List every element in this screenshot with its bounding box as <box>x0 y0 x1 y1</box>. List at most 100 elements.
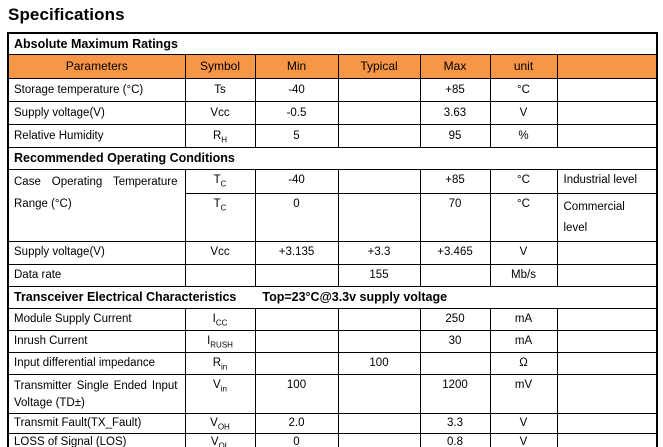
cell-typical <box>337 432 421 447</box>
cell-unit: V <box>489 412 558 434</box>
cell-parameter: LOSS of Signal (LOS) <box>7 432 186 447</box>
cell-parameter: Storage temperature (°C) <box>7 78 186 103</box>
cell-max <box>419 351 491 375</box>
cell-unit: mA <box>489 329 558 353</box>
cell-symbol <box>184 263 256 287</box>
cell-parameter: Transmit Fault(TX_Fault) <box>7 412 186 434</box>
cell-note: Industrial level <box>556 168 658 194</box>
page-title: Specifications <box>8 5 125 24</box>
cell-unit: % <box>489 124 558 149</box>
section-row-transceiver-electrical-characteristics: Transceiver Electrical Characteristics To… <box>7 285 658 309</box>
cell-symbol: IRUSH <box>184 329 256 353</box>
cell-max: 3.3 <box>419 412 491 434</box>
cell-symbol: RH <box>184 124 256 149</box>
section-row-absolute-maximum-ratings: Absolute Maximum Ratings <box>7 32 658 56</box>
cell-parameter: Data rate <box>7 263 186 287</box>
cell-max <box>419 263 491 287</box>
table-row-data-rate: Data rate 155 Mb/s <box>7 263 658 287</box>
cell-note <box>556 240 658 265</box>
cell-min: 0 <box>254 432 339 447</box>
cell-note <box>556 329 658 353</box>
cell-unit: V <box>489 240 558 265</box>
section-title-absolute-maximum-ratings: Absolute Maximum Ratings <box>7 32 658 56</box>
cell-symbol: ICC <box>184 307 256 331</box>
column-header-parameters: Parameters <box>7 54 186 80</box>
cell-min: 2.0 <box>254 412 339 434</box>
cell-max: 70 <box>419 192 491 242</box>
cell-max: +3.465 <box>419 240 491 265</box>
cell-typical <box>337 168 421 194</box>
cell-typical <box>337 329 421 353</box>
cell-note <box>556 263 658 287</box>
cell-unit: mA <box>489 307 558 331</box>
cell-min: -0.5 <box>254 101 339 126</box>
table-row-case-temp-commercial: TC 0 70 °C Commercial level <box>8 192 658 242</box>
table-row-supply-voltage-abs: Supply voltage(V) Vcc -0.5 3.63 V <box>7 101 658 126</box>
column-header-blank <box>556 54 658 80</box>
cell-symbol: TC <box>184 192 256 242</box>
cell-max: 250 <box>419 307 491 331</box>
column-header-max: Max <box>419 54 491 80</box>
cell-note <box>556 78 658 103</box>
cell-symbol: Rin <box>184 351 256 375</box>
cell-min: +3.135 <box>254 240 339 265</box>
cell-min: 100 <box>254 373 339 414</box>
cell-min: -40 <box>254 78 339 103</box>
cell-max: 0.8 <box>419 432 491 447</box>
cell-unit: °C <box>489 192 558 242</box>
cell-parameter: Supply voltage(V) <box>7 101 186 126</box>
specifications-table: Absolute Maximum Ratings Parameters Symb… <box>7 32 659 447</box>
cell-parameter: Module Supply Current <box>7 307 186 331</box>
cell-parameter: Relative Humidity <box>7 124 186 149</box>
section-title-transceiver-electrical-characteristics: Transceiver Electrical Characteristics To… <box>7 285 658 309</box>
cell-typical: 155 <box>337 263 421 287</box>
cell-parameter: Input differential impedance <box>7 351 186 375</box>
table-row-transmit-fault: Transmit Fault(TX_Fault) VOH 2.0 3.3 V <box>7 412 658 434</box>
table-row-module-supply-current: Module Supply Current ICC 250 mA <box>7 307 658 331</box>
cell-symbol: Vin <box>184 373 256 414</box>
cell-typical <box>337 373 421 414</box>
cell-typical <box>337 101 421 126</box>
column-header-typical: Typical <box>337 54 421 80</box>
cell-unit: V <box>489 101 558 126</box>
cell-max: 30 <box>419 329 491 353</box>
cell-min: -40 <box>254 168 339 194</box>
cell-note <box>556 101 658 126</box>
cell-max: +85 <box>419 78 491 103</box>
cell-parameter: Inrush Current <box>7 329 186 353</box>
cell-typical <box>337 124 421 149</box>
cell-min <box>254 351 339 375</box>
cell-unit: °C <box>489 78 558 103</box>
cell-min <box>254 329 339 353</box>
cell-min <box>254 263 339 287</box>
cell-typical: 100 <box>337 351 421 375</box>
cell-symbol: Vcc <box>184 240 256 265</box>
cell-symbol: VOH <box>184 412 256 434</box>
cell-parameter: Case Operating Temperature Range (°C) <box>7 168 186 242</box>
cell-note <box>556 373 658 414</box>
cell-note <box>556 124 658 149</box>
cell-note <box>556 432 658 447</box>
cell-parameter: Transmitter Single Ended Input Voltage (… <box>7 373 186 414</box>
column-header-row: Parameters Symbol Min Typical Max unit <box>7 54 658 80</box>
table-row-transmitter-input-voltage: Transmitter Single Ended Input Voltage (… <box>7 373 658 414</box>
cell-symbol: VOL <box>184 432 256 447</box>
cell-unit: °C <box>489 168 558 194</box>
table-row-supply-voltage-rec: Supply voltage(V) Vcc +3.135 +3.3 +3.465… <box>7 240 658 265</box>
column-header-min: Min <box>254 54 339 80</box>
cell-symbol: TC <box>184 168 256 194</box>
cell-max: 95 <box>419 124 491 149</box>
cell-typical <box>337 78 421 103</box>
section-title-recommended-operating-conditions: Recommended Operating Conditions <box>7 147 658 170</box>
cell-unit: V <box>489 432 558 447</box>
cell-typical <box>337 412 421 434</box>
table-row-inrush-current: Inrush Current IRUSH 30 mA <box>7 329 658 353</box>
cell-max: 3.63 <box>419 101 491 126</box>
table-row-loss-of-signal: LOSS of Signal (LOS) VOL 0 0.8 V <box>7 432 658 447</box>
cell-unit: Mb/s <box>489 263 558 287</box>
cell-unit: Ω <box>489 351 558 375</box>
cell-min: 0 <box>254 192 339 242</box>
cell-typical <box>337 192 421 242</box>
cell-note <box>556 412 658 434</box>
cell-max: 1200 <box>419 373 491 414</box>
